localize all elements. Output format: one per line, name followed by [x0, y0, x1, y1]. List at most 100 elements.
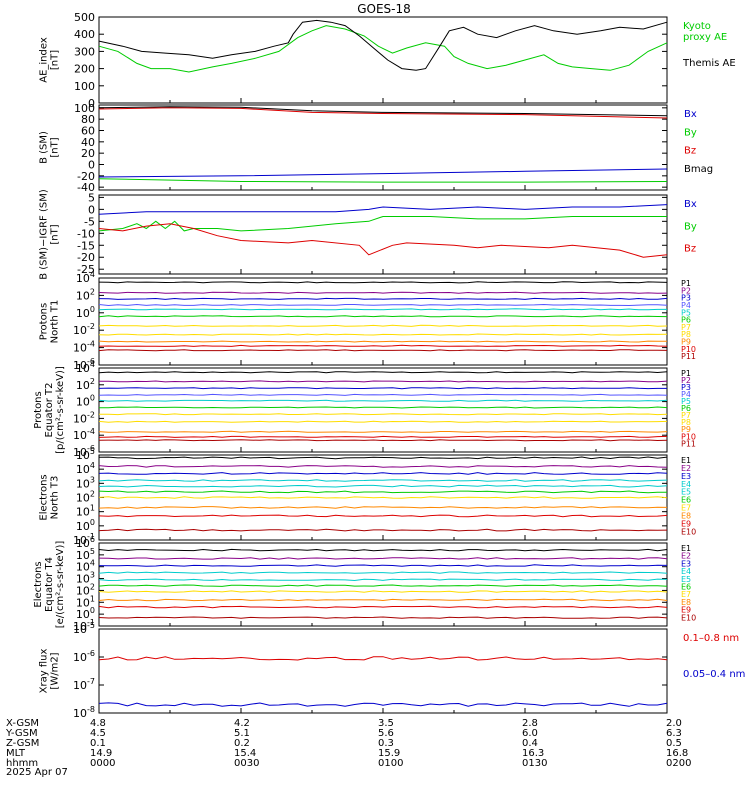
legend-label: P8	[681, 418, 691, 427]
panel-3: -25-20-15-10-505 B (SM)−IGRF (SM)[nT] Bx By…	[39, 189, 697, 280]
y-tick-label: 10-6	[73, 649, 95, 664]
legend-label: E3	[681, 472, 691, 481]
footer-row-xgsm: X-GSM 4.8 4.2 3.5 2.8 2.0	[6, 718, 706, 729]
y-tick-label: 10-2	[73, 410, 95, 425]
legend-label: E2	[681, 552, 691, 561]
footer-value: 6.3	[666, 728, 682, 739]
footer-row-mlt: MLT 14.9 15.4 15.9 16.3 16.8	[6, 748, 706, 759]
series-line-e3	[98, 472, 668, 475]
series-line-p5	[98, 399, 668, 402]
footer-value: 5.6	[378, 728, 394, 739]
legend-label: Bx	[684, 109, 697, 120]
legend-label: P2	[681, 286, 691, 295]
series-line-kyoto-proxy-ae	[98, 25, 668, 73]
legend-label: P7	[681, 323, 691, 332]
legend-label: E2	[681, 464, 691, 473]
y-tick-label: 105	[76, 447, 95, 462]
y-tick-label: 80	[81, 113, 95, 126]
panel-frame	[98, 628, 668, 714]
series-line-p10	[98, 435, 668, 438]
panel-7: 10-1100101102103104105106ElectronsEquato…	[33, 535, 696, 633]
footer-value: 15.9	[378, 748, 401, 759]
y-tick-label: 10-4	[73, 340, 95, 355]
legend-label: P5	[681, 397, 691, 406]
y-tick-label: 10-7	[73, 677, 95, 692]
legend-label: Kyoto proxy AE	[683, 21, 727, 43]
series-line-p10	[98, 344, 668, 347]
legend-label: Bz	[684, 244, 696, 255]
legend-label: E10	[681, 527, 696, 536]
legend-label: P9	[681, 425, 691, 434]
series-line-e1	[98, 548, 668, 552]
footer-value: 0030	[234, 758, 260, 769]
y-tick-label: 500	[74, 11, 95, 24]
legend-label: P9	[681, 338, 691, 347]
series-line-bx	[98, 204, 668, 215]
y-tick-label: 100	[74, 102, 95, 115]
legend-label: P4	[681, 390, 691, 399]
legend-label: Themis AE	[682, 58, 736, 69]
y-axis-label: B (SM)[nT]	[39, 131, 61, 164]
legend-label: P2	[681, 376, 691, 385]
y-tick-label: 104	[76, 461, 95, 476]
y-tick-label: 104	[76, 360, 95, 375]
legend-label: P8	[681, 330, 691, 339]
series-line-p3	[98, 387, 667, 390]
footer-value: 14.9	[90, 748, 113, 759]
footer-value: 5.1	[234, 728, 250, 739]
series-line-0-1-0-8-nm	[98, 656, 668, 661]
y-tick-label: 100	[76, 518, 95, 533]
footer-value: 4.8	[90, 718, 106, 729]
series-line-p6	[99, 406, 668, 409]
series-line-e10	[98, 528, 668, 532]
y-tick-label: 10-4	[73, 427, 95, 442]
legend-label: Bz	[684, 146, 696, 157]
footer-label: X-GSM	[6, 718, 40, 729]
y-tick-label: 10-5	[73, 621, 95, 636]
y-tick-label: 100	[76, 305, 95, 320]
y-tick-label: 400	[74, 28, 95, 41]
series-line-p2	[98, 291, 668, 294]
series-line-p4	[98, 303, 668, 307]
series-line-e5	[98, 578, 668, 582]
footer-label: hhmm	[6, 758, 39, 769]
panel-frame	[98, 16, 668, 104]
y-axis-label: Xray flux[W/m2]	[39, 649, 61, 694]
footer-value: 0.1	[90, 738, 106, 749]
legend-label: P7	[681, 411, 691, 420]
y-tick-label: 5	[88, 191, 95, 204]
y-tick-label: 200	[74, 63, 95, 76]
series-line-e4	[98, 571, 668, 574]
y-axis-label: AE_index[nT]	[39, 37, 61, 83]
y-tick-label: 0	[88, 159, 95, 172]
series-line-p8	[98, 333, 668, 336]
y-tick-label: 0	[88, 203, 95, 216]
series-line-e7	[98, 590, 668, 593]
legend-label: E1	[681, 544, 691, 553]
legend-label: E9	[681, 519, 691, 528]
series-line-e2	[98, 557, 668, 560]
legend-label: Bx	[684, 199, 697, 210]
y-tick-label: 102	[76, 490, 95, 505]
legend-label: E7	[681, 504, 691, 513]
legend-label: P10	[681, 432, 696, 441]
legend-label: Bmag	[684, 164, 713, 175]
series-line-p11	[98, 349, 668, 352]
legend-label: E6	[681, 583, 691, 592]
legend-label: E5	[681, 575, 691, 584]
legend-label: E6	[681, 496, 691, 505]
series-line-e4	[98, 479, 668, 482]
series-line-p5	[98, 308, 667, 311]
series-line-p9	[98, 430, 668, 433]
y-tick-label: 100	[76, 394, 95, 409]
y-axis-label: ProtonsEquator T2[p/(cm²-s-sr-keV)]	[33, 366, 66, 454]
legend-label: E8	[681, 511, 691, 520]
series-line-e5	[98, 484, 668, 488]
y-tick-label: -5	[84, 215, 95, 228]
series-line-0-05-0-4-nm	[98, 702, 668, 707]
